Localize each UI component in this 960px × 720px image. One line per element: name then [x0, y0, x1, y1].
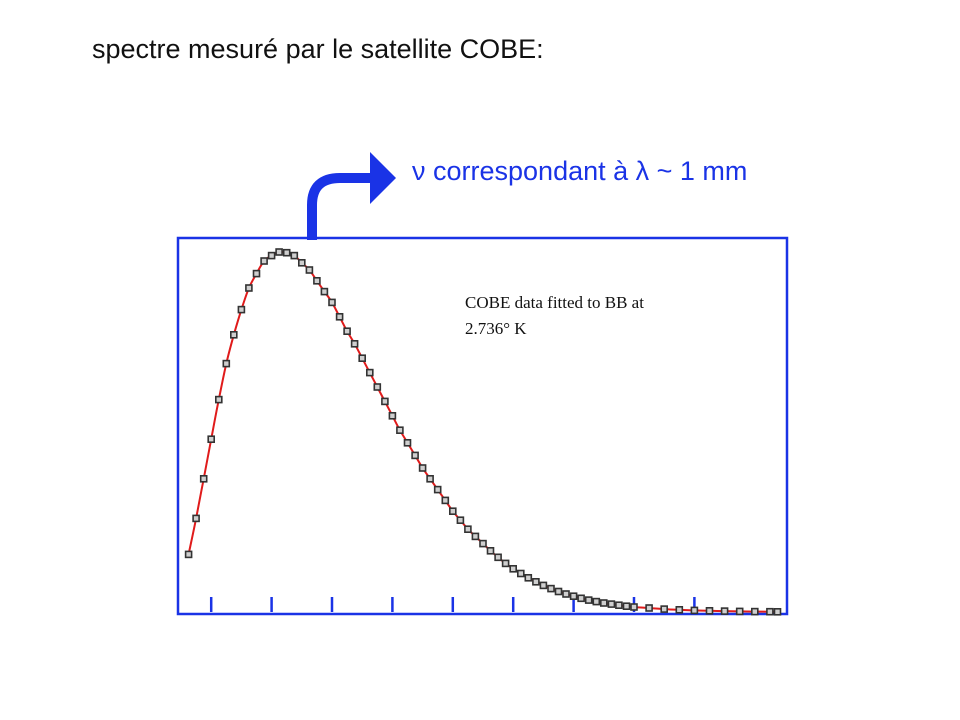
data-point: [192, 514, 200, 523]
data-point: [290, 251, 299, 260]
data-point: [675, 605, 684, 614]
data-point: [313, 276, 321, 285]
data-point: [486, 546, 495, 555]
data-point: [750, 607, 759, 616]
data-point: [592, 597, 601, 606]
data-point: [494, 553, 502, 562]
data-point: [766, 607, 774, 616]
data-point: [252, 269, 261, 278]
peak-arrow-head: [370, 152, 396, 204]
data-point: [237, 305, 246, 314]
data-point: [569, 592, 578, 601]
data-point: [690, 606, 699, 615]
data-point: [365, 368, 374, 377]
data-point: [501, 559, 510, 568]
data-point: [297, 258, 306, 267]
data-point: [516, 569, 525, 578]
data-point: [509, 564, 518, 573]
data-point: [532, 577, 540, 586]
data-point: [630, 603, 638, 611]
data-point: [184, 550, 193, 559]
data-point: [343, 327, 351, 336]
data-point: [381, 397, 389, 406]
data-point: [305, 266, 314, 274]
data-point: [373, 383, 382, 391]
data-point: [403, 438, 412, 447]
data-point: [267, 251, 276, 260]
data-point: [199, 474, 208, 483]
data-point: [547, 584, 555, 593]
data-point: [358, 354, 367, 363]
data-point: [320, 287, 329, 296]
data-markers: [184, 248, 782, 616]
data-point: [539, 581, 548, 590]
data-point: [260, 257, 268, 265]
data-point: [562, 590, 570, 598]
data-point: [282, 248, 291, 257]
data-point: [328, 298, 336, 307]
data-point: [773, 607, 782, 616]
data-point: [275, 248, 283, 256]
data-point: [577, 594, 585, 603]
peak-arrow-shaft: [307, 173, 372, 240]
data-point: [615, 601, 623, 610]
data-point: [456, 516, 465, 525]
x-axis-ticks: [209, 597, 696, 612]
slide-title: spectre mesuré par le satellite COBE:: [92, 34, 544, 64]
data-point: [720, 607, 729, 615]
data-point: [335, 312, 344, 321]
data-point: [645, 604, 653, 612]
data-point: [471, 532, 480, 541]
data-point: [350, 339, 359, 348]
data-point: [735, 607, 744, 616]
peak-annotation-label: ν correspondant à λ ~ 1 mm: [412, 156, 748, 186]
data-point: [622, 602, 631, 611]
data-point: [448, 507, 457, 516]
data-point: [554, 587, 563, 596]
data-point: [705, 606, 714, 615]
data-point: [245, 284, 253, 292]
data-point: [426, 474, 434, 483]
data-point: [479, 539, 487, 548]
data-point: [230, 330, 238, 339]
data-point: [433, 485, 442, 494]
data-point: [418, 464, 427, 472]
plot-frame: [176, 236, 789, 616]
data-point: [215, 395, 223, 404]
fit-note-line-2: 2.736° K: [465, 319, 527, 338]
data-point: [207, 435, 215, 444]
data-point: [607, 600, 616, 608]
data-point: [584, 596, 593, 604]
data-point: [222, 359, 231, 368]
data-point: [660, 605, 669, 613]
data-point: [396, 426, 404, 435]
data-point: [524, 573, 533, 582]
data-point: [388, 411, 397, 420]
data-point: [411, 451, 419, 460]
data-point: [464, 525, 472, 534]
fit-note-line-1: COBE data fitted to BB at: [465, 293, 644, 312]
data-point: [599, 599, 608, 607]
data-point: [441, 496, 450, 505]
